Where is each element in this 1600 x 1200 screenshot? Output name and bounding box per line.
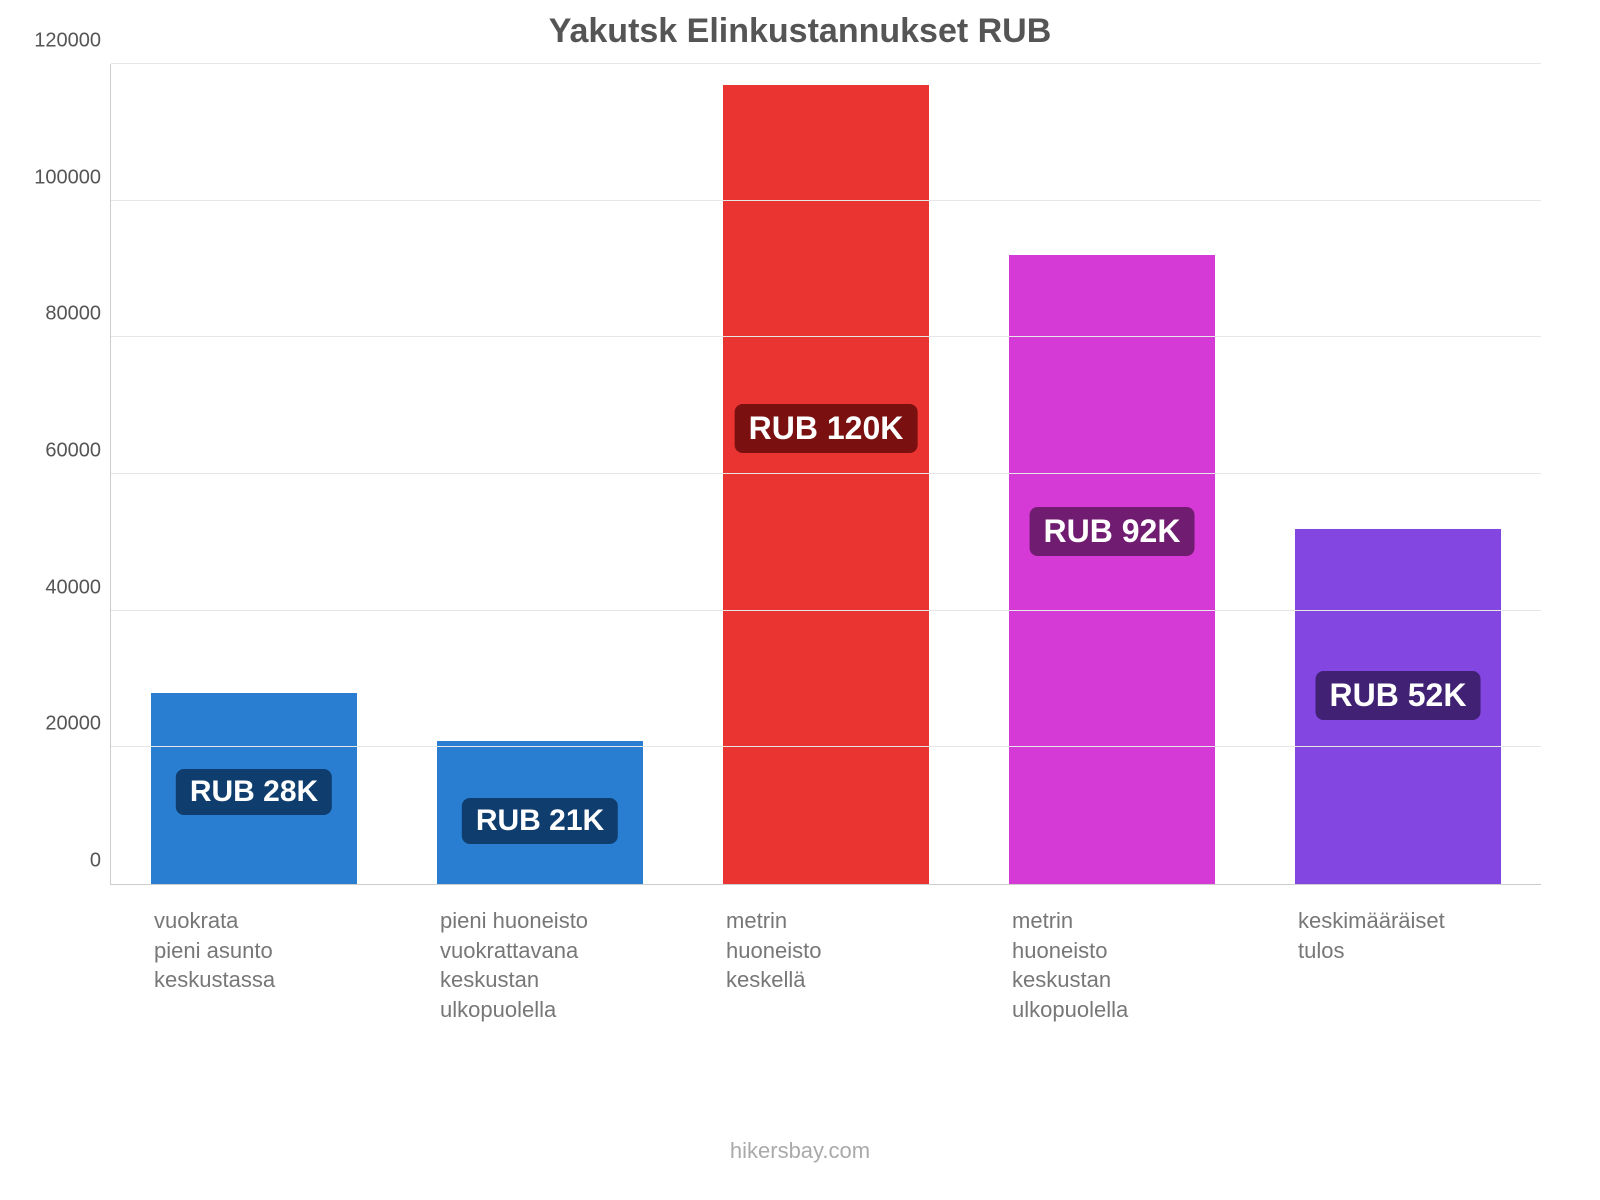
grid-line	[111, 473, 1541, 474]
x-tick-label-line: keskustan	[1012, 965, 1258, 995]
x-axis-labels: vuokratapieni asuntokeskustassa pieni huo…	[110, 900, 1540, 1080]
x-tick-label-line: vuokrattavana	[440, 936, 686, 966]
plot-area: RUB 28KRUB 21KRUB 120KRUB 92KRUB 52K 020…	[110, 64, 1541, 885]
x-tick-label-line: ulkopuolella	[1012, 995, 1258, 1025]
x-tick-label: pieni huoneistovuokrattavanakeskustanulk…	[440, 906, 686, 1025]
y-tick-label: 0	[90, 850, 111, 873]
y-tick-label: 20000	[45, 713, 111, 736]
y-tick-label: 40000	[45, 576, 111, 599]
x-tick-label-line: keskimääräiset	[1298, 906, 1544, 936]
chart-title: Yakutsk Elinkustannukset RUB	[0, 12, 1600, 51]
bar-value-label: RUB 52K	[1316, 671, 1481, 720]
x-tick-label: keskimääräisettulos	[1298, 906, 1544, 965]
x-tick-label-line: metrin	[1012, 906, 1258, 936]
x-tick-label-line: keskustan	[440, 965, 686, 995]
x-tick-label-line: pieni asunto	[154, 936, 400, 966]
chart-container: Yakutsk Elinkustannukset RUB RUB 28KRUB …	[0, 0, 1600, 1200]
x-tick-label: metrinhuoneistokeskellä	[726, 906, 972, 995]
x-tick-label-line: ulkopuolella	[440, 995, 686, 1025]
x-tick-label: vuokratapieni asuntokeskustassa	[154, 906, 400, 995]
grid-line	[111, 200, 1541, 201]
y-tick-label: 80000	[45, 303, 111, 326]
y-tick-label: 100000	[34, 166, 111, 189]
x-tick-label-line: huoneisto	[1012, 936, 1258, 966]
x-tick-label: metrinhuoneistokeskustanulkopuolella	[1012, 906, 1258, 1025]
x-tick-label-line: tulos	[1298, 936, 1544, 966]
x-tick-label-line: pieni huoneisto	[440, 906, 686, 936]
bar-value-label: RUB 21K	[462, 798, 618, 844]
bar-value-label: RUB 120K	[735, 404, 918, 453]
x-tick-label-line: keskellä	[726, 965, 972, 995]
bar-value-label: RUB 92K	[1030, 507, 1195, 556]
x-tick-label-line: metrin	[726, 906, 972, 936]
y-tick-label: 60000	[45, 440, 111, 463]
grid-line	[111, 610, 1541, 611]
bar	[1009, 255, 1215, 884]
x-tick-label-line: vuokrata	[154, 906, 400, 936]
bar-value-label: RUB 28K	[176, 769, 332, 815]
grid-line	[111, 336, 1541, 337]
bars-layer: RUB 28K RUB 21K RUB 120K RUB 92K RUB 52K	[111, 64, 1541, 884]
y-tick-label: 120000	[34, 30, 111, 53]
x-tick-label-line: huoneisto	[726, 936, 972, 966]
grid-line	[111, 746, 1541, 747]
bar	[723, 85, 929, 885]
x-tick-label-line: keskustassa	[154, 965, 400, 995]
credit-text: hikersbay.com	[0, 1138, 1600, 1164]
grid-line	[111, 63, 1541, 64]
